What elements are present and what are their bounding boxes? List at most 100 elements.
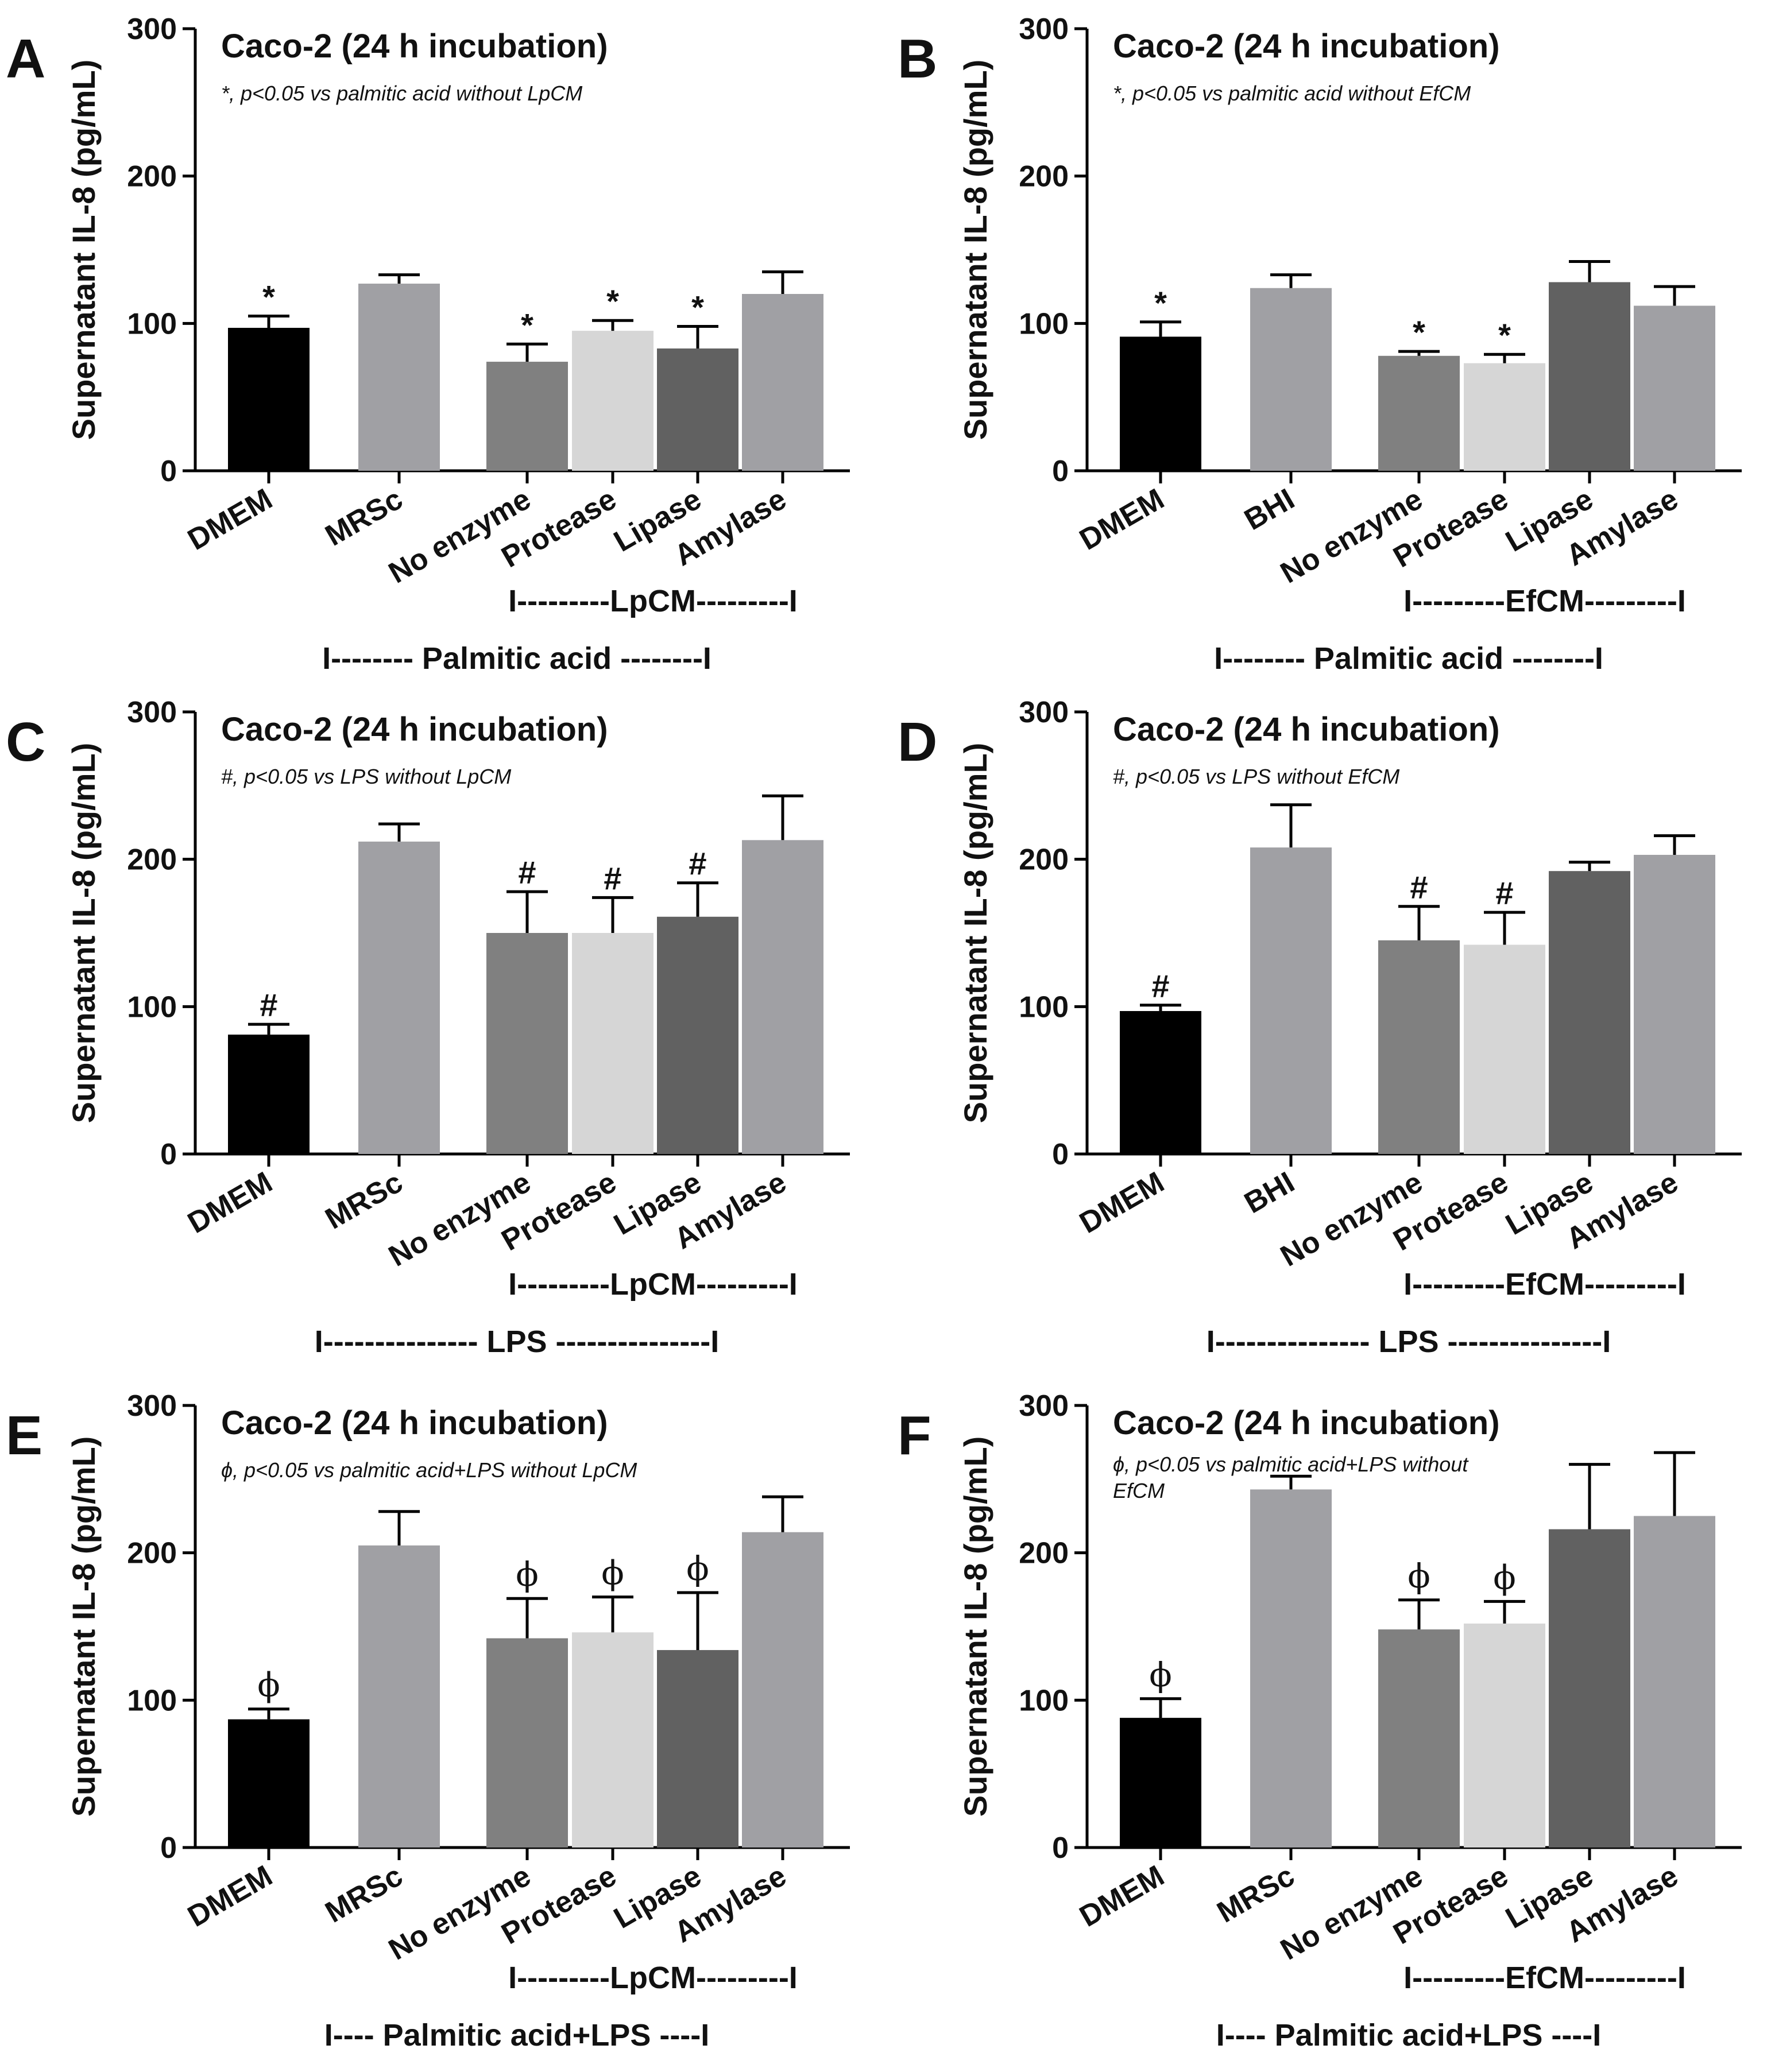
bar-dmem bbox=[228, 1719, 310, 1848]
y-tick-label: 0 bbox=[160, 455, 177, 488]
panel-letter: D bbox=[898, 711, 937, 773]
bar-amylase bbox=[1634, 1516, 1715, 1848]
panel-c: C Caco-2 (24 h incubation) #, p<0.05 vs LP… bbox=[6, 696, 850, 1359]
y-tick-label: 200 bbox=[1019, 843, 1069, 877]
y-axis-label: Supernatant IL-8 (pg/mL) bbox=[65, 1436, 102, 1817]
bar-amylase bbox=[742, 1532, 823, 1848]
significance-marker: # bbox=[1410, 869, 1428, 905]
treatment-label: I---- Palmitic acid+LPS ----I bbox=[1216, 2018, 1602, 2052]
panel-letter: E bbox=[6, 1405, 42, 1466]
y-tick-label: 0 bbox=[1052, 1138, 1069, 1171]
significance-marker: # bbox=[1151, 968, 1169, 1004]
significance-marker: * bbox=[1498, 317, 1511, 353]
x-category-label: DMEM bbox=[1074, 1859, 1170, 1934]
bar-no-enzyme bbox=[486, 933, 568, 1154]
bar-mrsc bbox=[358, 284, 440, 471]
group-label: I---------LpCM---------I bbox=[508, 1267, 798, 1302]
x-category-label: DMEM bbox=[1074, 1165, 1170, 1240]
significance-marker: * bbox=[1413, 314, 1425, 350]
significance-note: #, p<0.05 vs LPS without EfCM bbox=[1113, 765, 1399, 788]
significance-marker: ϕ bbox=[1493, 1558, 1516, 1597]
bar-protease bbox=[572, 331, 654, 471]
y-tick-label: 100 bbox=[1019, 307, 1069, 340]
x-category-label: DMEM bbox=[182, 1859, 278, 1934]
bar-bhi bbox=[1250, 847, 1332, 1154]
significance-marker: * bbox=[606, 283, 619, 319]
group-label: I---------EfCM---------I bbox=[1403, 1961, 1686, 1995]
significance-marker: # bbox=[689, 846, 706, 882]
bar-dmem bbox=[1120, 1718, 1201, 1848]
y-axis-label: Supernatant IL-8 (pg/mL) bbox=[957, 60, 993, 440]
bar-mrsc bbox=[358, 841, 440, 1154]
significance-note: *, p<0.05 vs palmitic acid without EfCM bbox=[1113, 82, 1471, 105]
significance-marker: # bbox=[518, 854, 536, 890]
y-tick-label: 300 bbox=[127, 696, 177, 729]
y-axis-label: Supernatant IL-8 (pg/mL) bbox=[65, 60, 102, 440]
y-tick-label: 100 bbox=[127, 307, 177, 340]
treatment-label: I-------- Palmitic acid --------I bbox=[1214, 641, 1603, 676]
bar-protease bbox=[1464, 1623, 1545, 1848]
bar-no-enzyme bbox=[486, 362, 568, 471]
significance-marker: # bbox=[260, 987, 277, 1023]
significance-note: #, p<0.05 vs LPS without LpCM bbox=[221, 765, 511, 788]
bar-dmem bbox=[1120, 336, 1201, 471]
significance-marker: # bbox=[604, 860, 621, 896]
y-tick-label: 300 bbox=[1019, 13, 1069, 46]
y-tick-label: 200 bbox=[1019, 160, 1069, 193]
bar-bhi bbox=[1250, 288, 1332, 471]
significance-marker: ϕ bbox=[1407, 1556, 1430, 1595]
bar-lipase bbox=[657, 916, 738, 1154]
panel-letter: B bbox=[898, 28, 937, 90]
bar-no-enzyme bbox=[1378, 940, 1460, 1154]
chart-title: Caco-2 (24 h incubation) bbox=[1113, 28, 1500, 65]
bar-protease bbox=[572, 1632, 654, 1848]
significance-note: ϕ, p<0.05 vs palmitic acid+LPS without Ef… bbox=[1113, 1453, 1469, 1502]
panel-e: E Caco-2 (24 h incubation) ϕ, p<0.05 vs pa… bbox=[6, 1389, 850, 2052]
treatment-label: I--------------- LPS ---------------I bbox=[315, 1324, 720, 1359]
significance-marker: ϕ bbox=[601, 1554, 624, 1593]
bar-lipase bbox=[657, 1650, 738, 1848]
group-label: I---------LpCM---------I bbox=[508, 1961, 798, 1995]
y-tick-label: 100 bbox=[1019, 1684, 1069, 1717]
x-category-label: MRSc bbox=[320, 1165, 408, 1236]
bar-protease bbox=[572, 933, 654, 1154]
x-category-label: MRSc bbox=[320, 1859, 408, 1929]
y-axis-label: Supernatant IL-8 (pg/mL) bbox=[957, 743, 993, 1124]
significance-note: *, p<0.05 vs palmitic acid without LpCM bbox=[221, 82, 582, 105]
bar-amylase bbox=[742, 294, 823, 471]
bar-dmem bbox=[228, 328, 310, 471]
bar-protease bbox=[1464, 944, 1545, 1154]
x-category-label: MRSc bbox=[320, 482, 408, 552]
significance-marker: * bbox=[262, 279, 275, 315]
significance-marker: * bbox=[1154, 285, 1167, 321]
significance-marker: # bbox=[1495, 875, 1513, 911]
bar-lipase bbox=[1549, 1529, 1630, 1848]
y-tick-label: 200 bbox=[1019, 1537, 1069, 1570]
panel-f: F Caco-2 (24 h incubation) ϕ, p<0.05 vs pa… bbox=[898, 1389, 1742, 2052]
chart-title: Caco-2 (24 h incubation) bbox=[1113, 711, 1500, 748]
x-category-label: DMEM bbox=[1074, 482, 1170, 557]
x-category-label: MRSc bbox=[1212, 1859, 1300, 1929]
x-category-label: BHI bbox=[1239, 482, 1300, 537]
y-axis-label: Supernatant IL-8 (pg/mL) bbox=[957, 1436, 993, 1817]
y-tick-label: 0 bbox=[1052, 455, 1069, 488]
panel-letter: A bbox=[6, 28, 45, 90]
y-tick-label: 200 bbox=[127, 160, 177, 193]
group-label: I---------EfCM---------I bbox=[1403, 1267, 1686, 1302]
x-category-label: DMEM bbox=[182, 1165, 278, 1240]
significance-marker: ϕ bbox=[686, 1549, 709, 1588]
significance-marker: * bbox=[521, 307, 533, 343]
bar-lipase bbox=[1549, 871, 1630, 1154]
y-tick-label: 300 bbox=[127, 13, 177, 46]
y-tick-label: 300 bbox=[127, 1389, 177, 1423]
bar-lipase bbox=[1549, 282, 1630, 471]
y-tick-label: 100 bbox=[127, 1684, 177, 1717]
significance-marker: * bbox=[691, 289, 704, 325]
significance-marker: ϕ bbox=[516, 1555, 539, 1594]
treatment-label: I--------------- LPS ---------------I bbox=[1207, 1324, 1611, 1359]
bar-protease bbox=[1464, 363, 1545, 471]
y-tick-label: 100 bbox=[127, 990, 177, 1024]
bar-lipase bbox=[657, 348, 738, 471]
panel-b: B Caco-2 (24 h incubation) *, p<0.05 vs pa… bbox=[898, 13, 1742, 676]
significance-marker: ϕ bbox=[1149, 1655, 1172, 1694]
